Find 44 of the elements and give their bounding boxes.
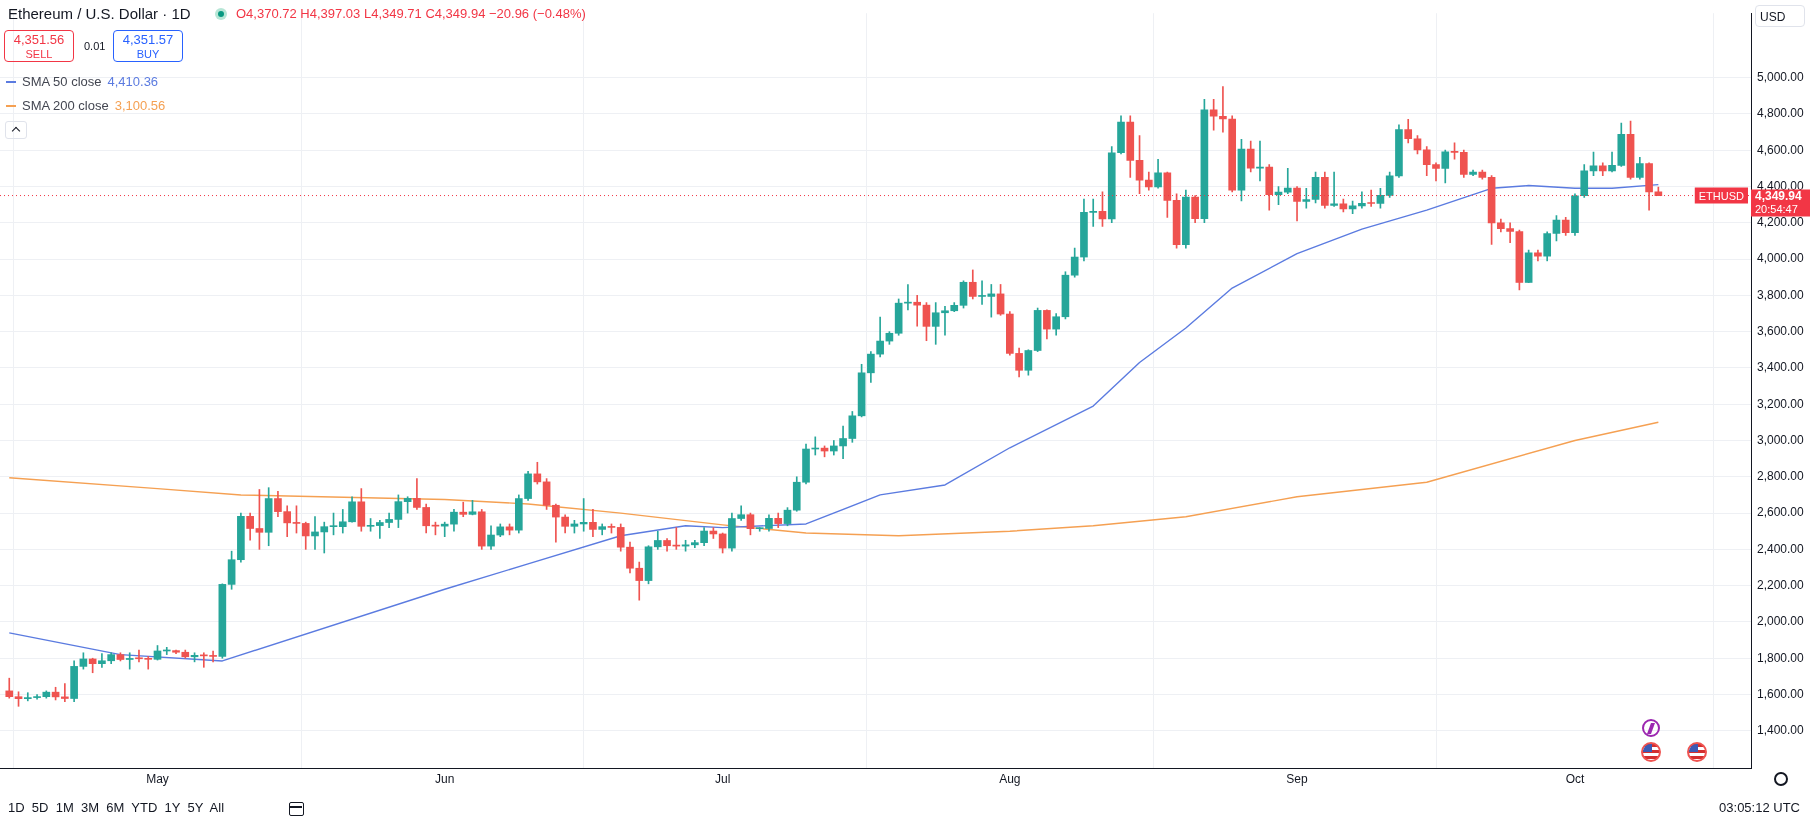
y-tick-label: 2,000.00 xyxy=(1757,614,1805,629)
y-tick-label: 4,600.00 xyxy=(1757,142,1805,157)
y-tick-label: 1,600.00 xyxy=(1757,686,1805,701)
candlestick xyxy=(125,652,134,670)
x-tick-label: Jun xyxy=(435,771,455,786)
text: USD xyxy=(1755,5,1805,27)
y-tick-label: 1,400.00 xyxy=(1757,723,1805,738)
x-tick-label: Oct xyxy=(1565,771,1585,786)
legend-label: SMA 50 close xyxy=(22,73,102,91)
candlestick xyxy=(1302,187,1311,209)
text: 1D 5D 1M 3M 6M YTD 1Y 5Y All xyxy=(8,800,225,815)
y-tick-label: 2,200.00 xyxy=(1757,577,1805,592)
x-tick-label: May xyxy=(146,771,169,786)
annotation: 3,100.56 xyxy=(114,97,166,115)
y-tick-label: 3,000.00 xyxy=(1757,432,1805,447)
annotation: BUY xyxy=(135,47,161,62)
y-tick-label: 2,600.00 xyxy=(1757,505,1805,520)
y-tick-label: 3,200.00 xyxy=(1757,396,1805,411)
candlestick xyxy=(1367,189,1375,207)
legend-label: SMA 200 close xyxy=(22,97,109,115)
y-tick-label: 4,200.00 xyxy=(1757,215,1805,230)
annotation: 4,351.57 xyxy=(121,32,175,47)
annotation: 0.01 xyxy=(84,40,106,52)
text: 03:05:12 UTC xyxy=(1719,800,1800,815)
y-tick-label: 2,400.00 xyxy=(1757,541,1805,556)
text: 20:54:47 xyxy=(1755,202,1798,215)
annotation: O4,370.72 H4,397.03 L4,349.71 C4,349.94 −20.96 (−0.48%) xyxy=(236,6,586,21)
chart-title: Ethereum / U.S. Dollar · 1D xyxy=(8,5,191,22)
y-tick-label: 5,000.00 xyxy=(1757,69,1805,84)
x-tick-label: Sep xyxy=(1286,771,1309,786)
y-tick-label: 3,800.00 xyxy=(1757,287,1805,302)
x-tick-label: Aug xyxy=(999,771,1021,786)
candlestick xyxy=(598,523,607,536)
y-tick-label: 4,800.00 xyxy=(1757,106,1805,121)
annotation: 4,351.56 xyxy=(12,32,66,47)
y-tick-label: 2,800.00 xyxy=(1757,469,1805,484)
x-tick-label: Jul xyxy=(714,771,731,786)
y-tick-label: 1,800.00 xyxy=(1757,650,1805,665)
annotation: ETHUSD xyxy=(1698,189,1745,202)
y-tick-label: 4,000.00 xyxy=(1757,251,1805,266)
y-tick-label: 3,600.00 xyxy=(1757,323,1805,338)
y-tick-label: 3,400.00 xyxy=(1757,360,1805,375)
annotation: 4,410.36 xyxy=(107,73,159,91)
annotation: SELL xyxy=(24,47,54,62)
